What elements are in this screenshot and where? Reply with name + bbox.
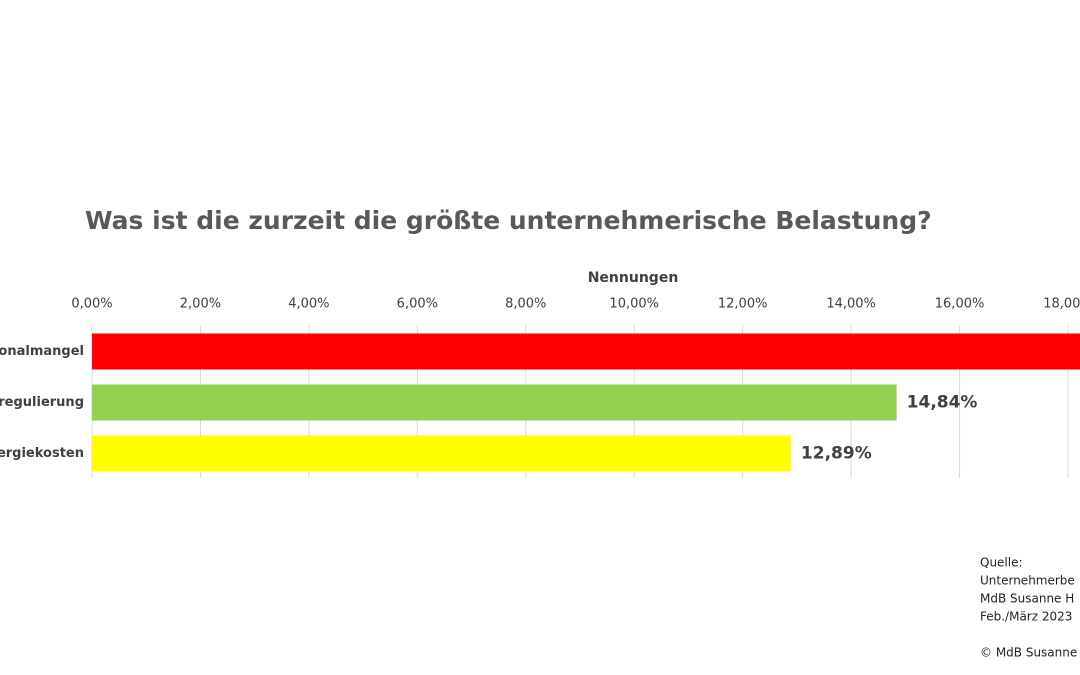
source-line: Feb./März 2023 xyxy=(980,610,1072,624)
axis-label: Nennungen xyxy=(588,270,679,286)
y-tick-label: onalmangel xyxy=(0,344,84,359)
x-tick-label: 10,00% xyxy=(609,297,659,312)
source-line: Quelle: xyxy=(980,556,1023,570)
bar xyxy=(92,333,1080,370)
x-tick-label: 0,00% xyxy=(71,297,112,312)
x-tick-label: 6,00% xyxy=(397,297,438,312)
x-tick-label: 16,00% xyxy=(935,297,985,312)
x-tick-label: 18,00% xyxy=(1043,297,1080,312)
x-tick-label: 8,00% xyxy=(505,297,546,312)
x-tick-label: 12,00% xyxy=(718,297,768,312)
x-tick-label: 4,00% xyxy=(288,297,329,312)
x-tick-label: 14,00% xyxy=(826,297,876,312)
source-line: Unternehmerbe xyxy=(980,574,1075,588)
data-label: 12,89% xyxy=(801,444,872,464)
bar xyxy=(92,384,897,421)
y-tick-label: ergiekosten xyxy=(0,446,84,461)
y-tick-label: regulierung xyxy=(0,395,84,410)
bar xyxy=(92,435,791,472)
data-label: 14,84% xyxy=(907,393,978,413)
source-line: © MdB Susanne xyxy=(980,646,1077,660)
chart-title: Was ist die zurzeit die größte unternehm… xyxy=(85,206,932,235)
source-line: MdB Susanne H xyxy=(980,592,1074,606)
x-tick-label: 2,00% xyxy=(180,297,221,312)
